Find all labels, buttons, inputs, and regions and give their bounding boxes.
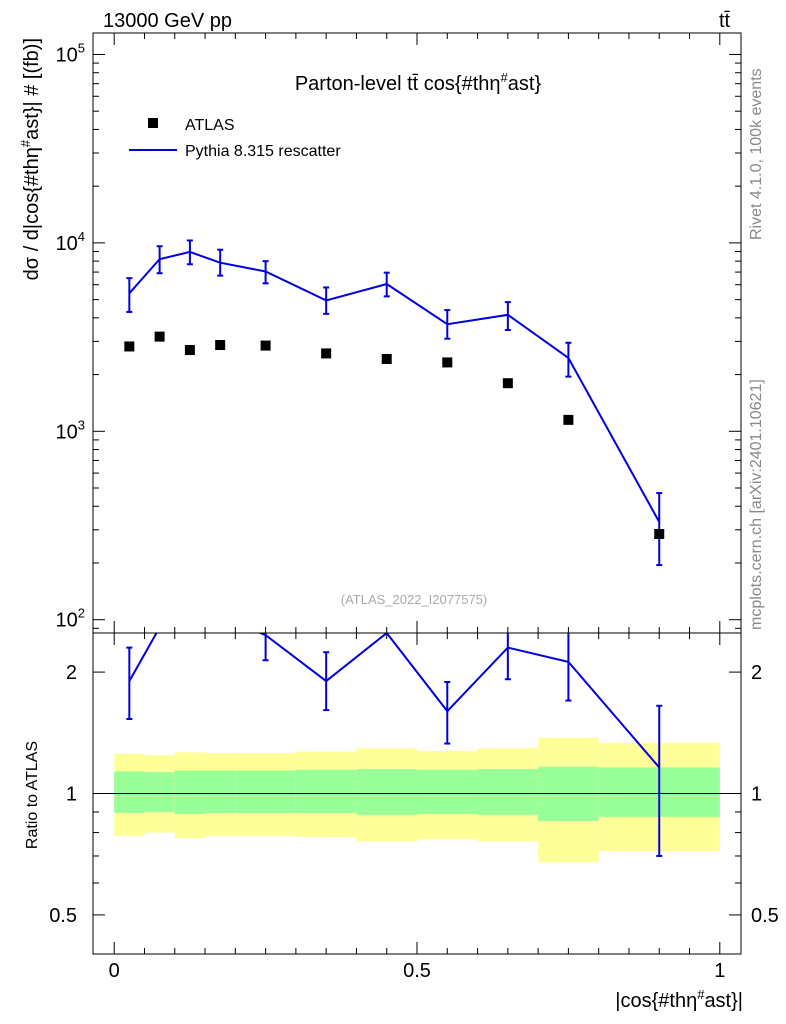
y-axis-label: dσ / d|cos{#thη#ast}| # [(fb)] bbox=[18, 38, 43, 280]
source-side-label: mcplots.cern.ch [arXiv:2401.10621] bbox=[748, 379, 765, 630]
ratio-y-tick-label-right: 1 bbox=[751, 784, 762, 806]
legend: ATLAS Pythia 8.315 rescatter bbox=[129, 117, 341, 160]
x-tick-label: 0.5 bbox=[403, 960, 431, 982]
atlas-point bbox=[124, 341, 135, 352]
ratio-inner-band bbox=[295, 769, 357, 813]
energy-label: 13000 GeV pp bbox=[103, 10, 232, 32]
ratio-y-tick-label-left: 1 bbox=[66, 784, 77, 806]
atlas-point bbox=[563, 414, 574, 425]
ratio-inner-band bbox=[114, 771, 145, 813]
atlas-point bbox=[321, 348, 332, 359]
main-y-tick-label: 104 bbox=[56, 229, 85, 255]
ratio-frame bbox=[92, 632, 742, 955]
legend-pythia-label: Pythia 8.315 rescatter bbox=[185, 143, 341, 160]
analysis-watermark: (ATLAS_2022_I2077575) bbox=[341, 592, 487, 607]
atlas-point bbox=[654, 529, 665, 540]
atlas-point bbox=[215, 340, 226, 351]
ratio-plot-area bbox=[126, 633, 663, 857]
rivet-side-label: Rivet 4.1.0, 100k events bbox=[748, 68, 765, 240]
ratio-y-tick-label-right: 2 bbox=[751, 662, 762, 684]
atlas-point bbox=[442, 357, 453, 368]
ratio-inner-band bbox=[174, 770, 206, 814]
plot-title: Parton-level tt̄ cos{#thη#ast} bbox=[295, 70, 542, 95]
atlas-point bbox=[154, 331, 165, 342]
ratio-bands bbox=[93, 737, 741, 863]
main-plot-area bbox=[124, 239, 665, 567]
x-axis-label: |cos{#thη#ast}| bbox=[615, 987, 743, 1012]
ratio-inner-band bbox=[356, 769, 417, 815]
atlas-point bbox=[502, 378, 513, 389]
main-axes: 102 103 104 105 bbox=[56, 33, 741, 633]
ratio-y-tick-label-left: 0.5 bbox=[49, 905, 77, 927]
atlas-point bbox=[184, 345, 195, 356]
ratio-inner-band bbox=[417, 769, 478, 814]
ratio-y-axis-label: Ratio to ATLAS bbox=[24, 741, 41, 849]
legend-atlas-label: ATLAS bbox=[185, 117, 235, 134]
main-y-tick-label: 103 bbox=[56, 417, 85, 443]
atlas-point bbox=[260, 340, 271, 351]
ratio-inner-band bbox=[144, 772, 175, 812]
x-tick-label: 0 bbox=[109, 960, 120, 982]
pythia-line bbox=[128, 250, 661, 523]
main-y-tick-label: 102 bbox=[56, 606, 85, 632]
x-tick-label: 1 bbox=[714, 960, 725, 982]
ratio-inner-band bbox=[235, 770, 296, 813]
ratio-axes: 0.5 0.5 1 1 2 2 0 0.5 1 bbox=[49, 633, 779, 982]
atlas-point bbox=[381, 353, 392, 364]
ratio-inner-band bbox=[205, 770, 236, 813]
main-y-tick-label: 105 bbox=[56, 40, 85, 66]
ratio-inner-band bbox=[477, 769, 539, 815]
legend-atlas-marker bbox=[148, 118, 158, 128]
ratio-y-tick-label-right: 0.5 bbox=[751, 905, 779, 927]
process-label: tt̄ bbox=[719, 10, 731, 32]
main-panel: 102 103 104 105 Parton-level tt̄ cos{#thη#a… bbox=[18, 32, 742, 634]
ratio-y-tick-label-left: 2 bbox=[66, 662, 77, 684]
ratio-panel: 0.5 0.5 1 1 2 2 0 0.5 1 Ratio to ATLAS |cos{#thη… bbox=[24, 632, 779, 1012]
